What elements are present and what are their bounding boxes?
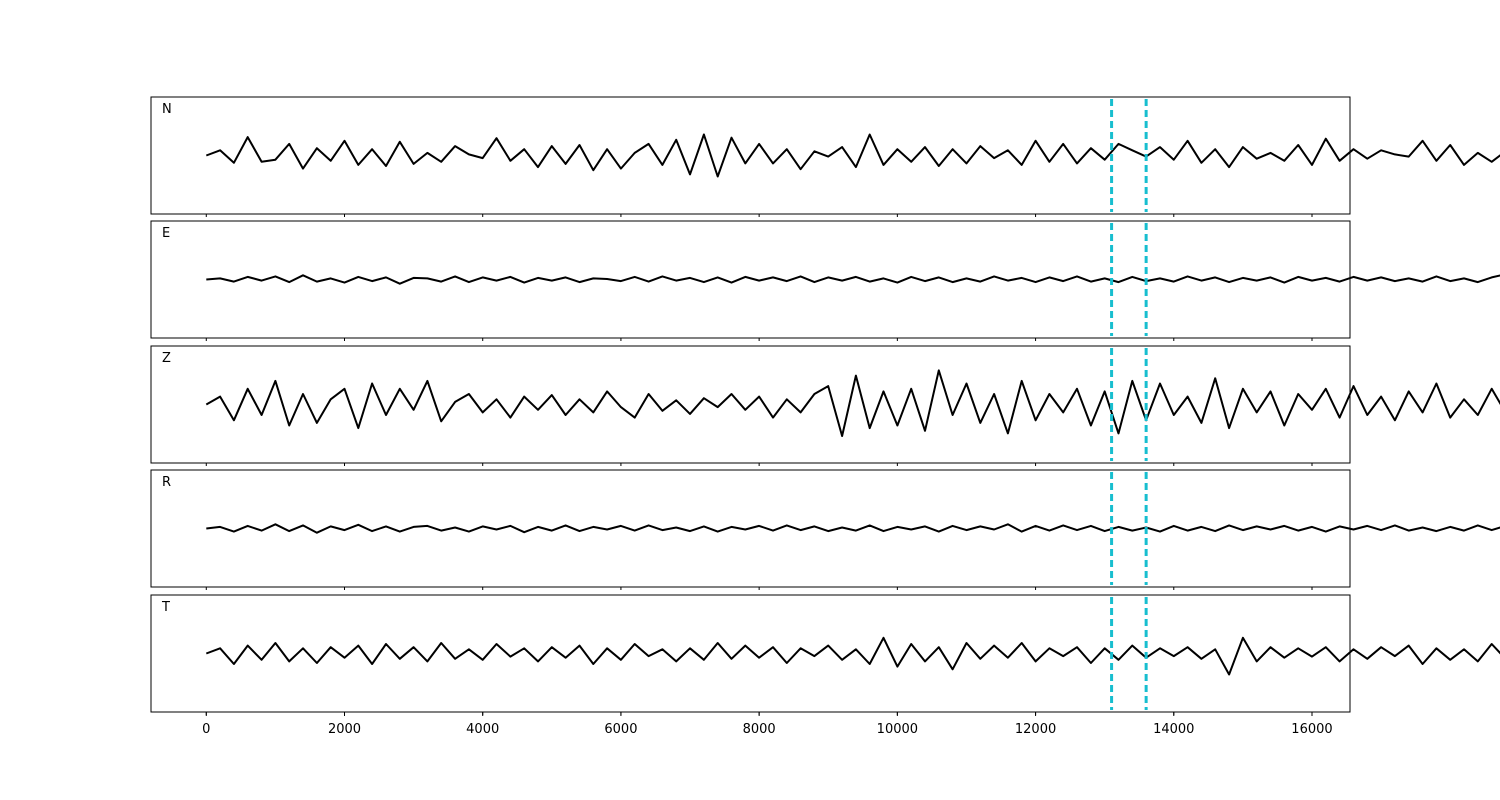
waveform-R	[206, 523, 1500, 534]
panel-label-N: N	[162, 102, 172, 117]
x-tick-label-6: 12000	[1015, 722, 1056, 737]
x-tick-label-2: 4000	[466, 722, 499, 737]
panel-label-E: E	[162, 226, 170, 241]
panel-label-Z: Z	[162, 351, 171, 366]
panel-frame-E	[150, 220, 1351, 339]
panel-T: T	[150, 594, 1500, 715]
panel-R: R	[150, 469, 1500, 590]
panel-frame-N	[150, 96, 1351, 215]
waveform-Z	[205, 369, 1500, 437]
x-tick-label-0: 0	[202, 722, 210, 737]
x-tick-label-1: 2000	[328, 722, 361, 737]
x-tick-label-4: 8000	[743, 722, 776, 737]
x-tick-label-5: 10000	[877, 722, 918, 737]
x-axis: 0 2000 4000 6000 8000 10000 12000 14000 16000	[202, 712, 1333, 737]
x-tick-label-3: 6000	[604, 722, 637, 737]
waveform-T	[205, 636, 1500, 676]
panel-N: N	[150, 96, 1500, 217]
panel-label-T: T	[161, 600, 170, 615]
panel-frame-Z	[150, 345, 1351, 464]
panel-Z: Z	[150, 345, 1500, 466]
panels-group: N E Z R T	[150, 96, 1500, 715]
waveform-N	[205, 133, 1500, 178]
panel-E: E	[150, 220, 1500, 341]
panel-label-R: R	[162, 475, 171, 490]
x-tick-label-8: 16000	[1291, 722, 1332, 737]
waveform-E	[206, 274, 1500, 285]
x-tick-label-7: 14000	[1153, 722, 1194, 737]
